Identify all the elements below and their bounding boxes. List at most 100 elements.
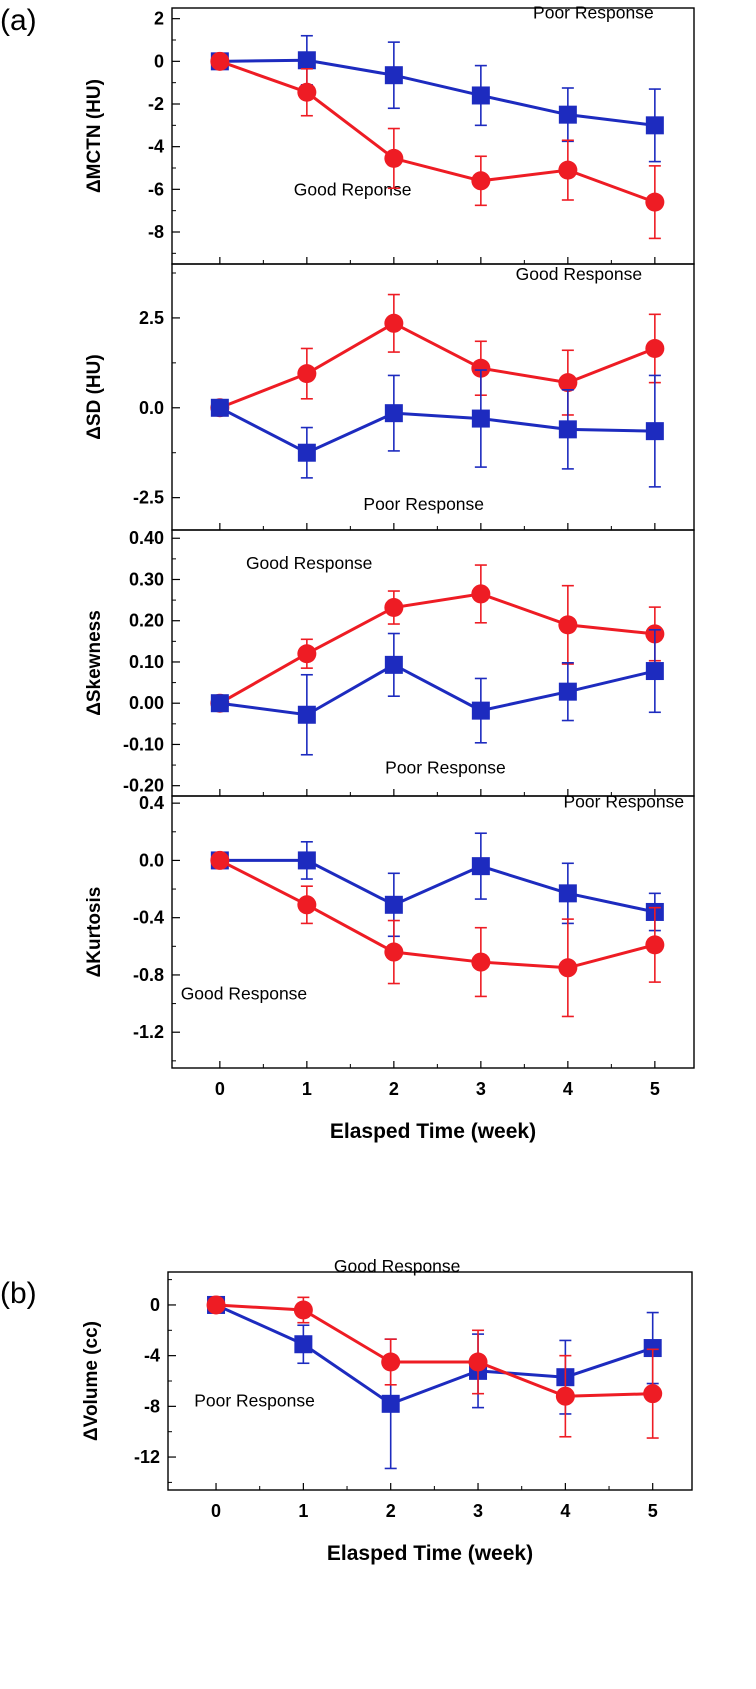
data-point-square — [471, 701, 490, 720]
x-tick-label: 0 — [211, 1501, 221, 1521]
data-point-circle — [384, 148, 404, 168]
series-poor-response — [210, 34, 664, 163]
series-good-response — [210, 564, 665, 713]
y-axis-label: ΔSkewness — [84, 610, 105, 716]
panel-label-a: (a) — [0, 4, 37, 37]
data-point-circle — [558, 615, 578, 635]
y-tick-label: 0.0 — [139, 398, 164, 418]
x-tick-label: 5 — [650, 1079, 660, 1099]
series-line — [219, 59, 656, 204]
data-point-square — [297, 851, 316, 870]
chart-4: 0.4 0.0 -0.4 -0.8 -1.2 0 1 2 3 4 5 ΔKurtosis Elasped… — [84, 791, 695, 1143]
x-tick-label: 0 — [215, 1079, 225, 1099]
y-tick-label: 0.30 — [129, 569, 164, 589]
data-point-square — [471, 409, 490, 428]
y-axis-label: ΔSD (HU) — [84, 354, 105, 439]
series-poor-response — [210, 369, 664, 488]
chart-3: 0.40 0.30 0.20 0.10 0.00 -0.10 -0.20 ΔSkewness G… — [84, 528, 695, 797]
data-point-circle — [297, 82, 317, 102]
data-point-circle — [471, 584, 491, 604]
series-good-response — [210, 293, 665, 418]
data-point-circle — [643, 1384, 663, 1404]
chart-2: 2.5 0.0 -2.5 ΔSD (HU) Good Response Poor Resp… — [84, 263, 695, 531]
data-point-square — [294, 1335, 313, 1354]
data-point-circle — [468, 1352, 488, 1372]
data-point-circle — [645, 935, 665, 955]
data-point-circle — [210, 850, 230, 870]
data-point-square — [558, 884, 577, 903]
data-point-circle — [293, 1300, 313, 1320]
series-poor-response — [207, 1295, 662, 1470]
data-point-square — [297, 705, 316, 724]
y-tick-label: 0 — [150, 1295, 160, 1315]
data-point-circle — [555, 1386, 575, 1406]
series-line — [219, 663, 656, 717]
data-point-circle — [645, 338, 665, 358]
annotation: Good Response — [516, 264, 642, 284]
series-line — [219, 592, 656, 705]
data-point-circle — [206, 1295, 226, 1315]
plot-frame — [171, 795, 695, 1069]
y-tick-label: 2.5 — [139, 308, 164, 328]
data-point-square — [645, 116, 664, 135]
data-point-circle — [384, 598, 404, 618]
data-point-circle — [297, 364, 317, 384]
plot-frame — [171, 7, 695, 265]
series-line — [219, 859, 656, 970]
plots-area: 2 0 -2 -4 -6 -8 ΔMCTN (HU) Poor Response Good Re… — [81, 3, 695, 1565]
plot-frame — [167, 1271, 693, 1491]
data-point-circle — [645, 192, 665, 212]
y-axis-label: ΔVolume (cc) — [81, 1321, 102, 1441]
y-tick-label: -8 — [148, 222, 164, 242]
x-tick-label: 4 — [563, 1079, 573, 1099]
y-tick-label: 0 — [154, 51, 164, 71]
y-tick-label: -0.20 — [123, 776, 164, 796]
panel-label-b: (b) — [0, 1277, 37, 1310]
data-point-square — [645, 662, 664, 681]
series-line — [219, 321, 656, 410]
x-tick-label: 2 — [389, 1079, 399, 1099]
x-tick-label: 3 — [476, 1079, 486, 1099]
data-point-square — [297, 51, 316, 70]
x-tick-label: 3 — [473, 1501, 483, 1521]
data-point-square — [643, 1339, 662, 1358]
annotation: Good Response — [334, 1256, 460, 1276]
y-tick-label: 0.10 — [129, 652, 164, 672]
annotation: Poor Response — [194, 1390, 315, 1410]
series-line — [219, 406, 655, 455]
data-point-square — [384, 404, 403, 423]
data-point-square — [297, 443, 316, 462]
data-point-square — [210, 694, 229, 713]
y-tick-label: 0.0 — [139, 850, 164, 870]
annotation: Good Reponse — [294, 180, 412, 200]
series-poor-response — [210, 832, 664, 938]
data-point-square — [384, 655, 403, 674]
series-line — [215, 1303, 653, 1398]
chart-1: 2 0 -2 -4 -6 -8 ΔMCTN (HU) Poor Response Good Re… — [84, 3, 695, 265]
y-tick-label: 0.4 — [139, 793, 164, 813]
y-tick-label: -0.8 — [133, 965, 164, 985]
data-point-square — [381, 1394, 400, 1413]
data-point-square — [384, 895, 403, 914]
data-point-circle — [471, 358, 491, 378]
annotation: Good Response — [246, 553, 372, 573]
x-axis-label: Elasped Time (week) — [330, 1120, 536, 1143]
data-point-circle — [558, 958, 578, 978]
x-tick-label: 4 — [560, 1501, 570, 1521]
y-tick-label: -8 — [144, 1396, 160, 1416]
data-point-circle — [558, 373, 578, 393]
y-tick-label: 0.40 — [129, 528, 164, 548]
y-tick-label: -2 — [148, 94, 164, 114]
series-good-response — [210, 51, 665, 240]
data-point-circle — [471, 171, 491, 191]
y-tick-label: -4 — [148, 137, 164, 157]
y-tick-label: -6 — [148, 179, 164, 199]
x-tick-label: 1 — [298, 1501, 308, 1521]
data-point-circle — [210, 51, 230, 71]
data-point-square — [210, 398, 229, 417]
annotation: Good Response — [181, 983, 307, 1003]
y-tick-label: 2 — [154, 9, 164, 29]
series-line — [219, 58, 656, 127]
data-point-square — [645, 422, 664, 441]
y-axis-label: ΔKurtosis — [84, 887, 105, 978]
